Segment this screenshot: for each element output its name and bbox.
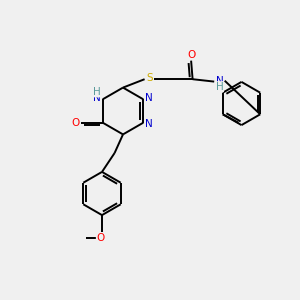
Text: N: N — [216, 76, 224, 86]
Text: O: O — [96, 232, 105, 243]
Text: S: S — [147, 73, 153, 83]
Text: N: N — [145, 93, 152, 103]
Text: N: N — [145, 93, 152, 103]
Text: H: H — [94, 87, 101, 96]
Text: O: O — [187, 50, 195, 60]
Text: N: N — [145, 119, 152, 129]
Text: H: H — [216, 82, 223, 91]
Text: O: O — [96, 232, 105, 243]
Text: O: O — [187, 50, 195, 60]
Text: S: S — [147, 73, 153, 83]
Text: N: N — [94, 93, 101, 103]
Text: H: H — [94, 87, 101, 97]
Text: N: N — [94, 93, 101, 103]
Text: N: N — [145, 119, 152, 129]
Text: O: O — [72, 118, 80, 128]
Text: H: H — [216, 82, 224, 92]
Text: N: N — [216, 76, 224, 86]
Text: O: O — [72, 118, 80, 128]
